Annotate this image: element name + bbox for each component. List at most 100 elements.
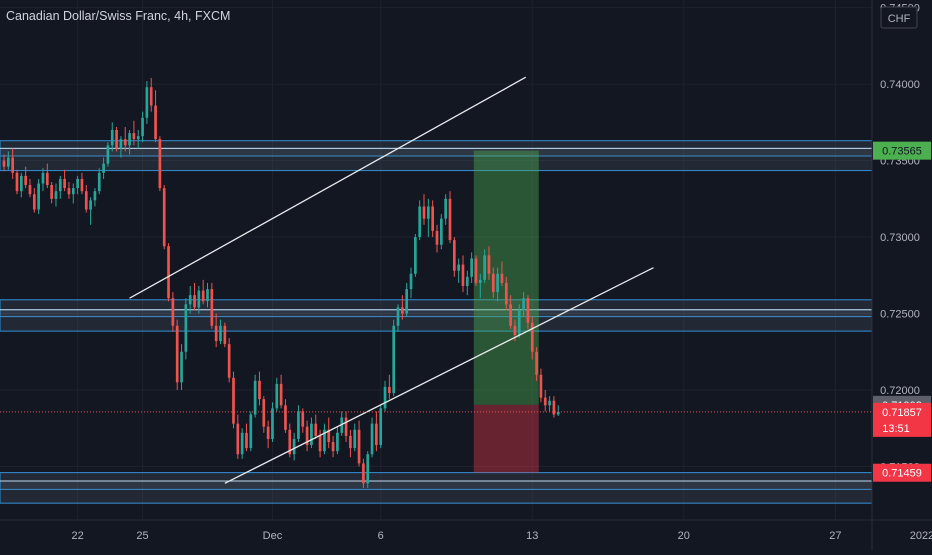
target-price-label: 0.73565: [882, 146, 922, 158]
zone-rectangle: [0, 309, 873, 332]
candle-body-up: [249, 414, 253, 449]
time-axis[interactable]: [0, 520, 872, 550]
candle-body-down: [327, 429, 331, 442]
candle-body-down: [448, 198, 452, 241]
time-tick-label: 6: [378, 530, 384, 542]
zone-rectangle: [0, 480, 873, 504]
stop-price-label: 0.71459: [882, 468, 922, 480]
candle-body-up: [240, 432, 244, 455]
candle-body-up: [58, 178, 62, 192]
candle-body-up: [110, 130, 114, 146]
candle-body-up: [366, 454, 370, 484]
candle-body-up: [275, 383, 279, 409]
current-price-label-bg: [873, 402, 931, 437]
candle-body-down: [431, 206, 435, 231]
candle-body-down: [123, 139, 127, 146]
trendlines[interactable]: [129, 76, 654, 484]
candle-body-up: [483, 255, 486, 280]
chart-title: Canadian Dollar/Swiss Franc, 4h, FXCM: [6, 9, 231, 23]
candle-body-down: [24, 175, 27, 186]
candle-body-up: [93, 191, 97, 201]
candle-body-down: [349, 435, 352, 449]
candle-body-down: [539, 374, 543, 398]
candle-body-down: [266, 426, 270, 439]
candle-body-down: [84, 191, 88, 210]
candle-body-down: [279, 383, 283, 406]
candle-body-down: [193, 295, 196, 308]
candle-body-down: [301, 411, 305, 427]
candle-body-up: [439, 218, 443, 245]
time-tick-label: Dec: [263, 530, 283, 542]
candles: [2, 78, 560, 488]
candle-body-down: [422, 206, 426, 219]
candle-body-down: [461, 264, 465, 286]
candle-body-up: [76, 178, 79, 189]
candle-body-down: [552, 400, 556, 415]
candle-body-up: [119, 139, 123, 149]
time-tick-label: 13: [526, 530, 538, 542]
candle-body-down: [154, 105, 157, 140]
price-tick-label: 0.72500: [880, 309, 920, 321]
time-tick-label: 27: [829, 530, 841, 542]
countdown-label: 13:51: [882, 423, 910, 435]
candle-body-down: [500, 273, 504, 283]
candle-body-up: [478, 279, 482, 283]
candle-body-up: [97, 172, 101, 192]
candle-body-down: [11, 157, 15, 173]
candle-body-up: [188, 295, 192, 305]
support-resistance-zones: [0, 140, 873, 504]
candle-body-down: [284, 405, 287, 430]
candle-body-up: [383, 386, 387, 409]
candle-body-up: [271, 408, 274, 439]
candle-body-down: [452, 240, 456, 271]
candle-body-down: [63, 178, 66, 189]
candle-body-up: [310, 423, 313, 446]
trendline[interactable]: [224, 267, 654, 484]
candle-body-down: [32, 194, 36, 210]
candle-body-down: [45, 172, 49, 186]
candle-body-down: [67, 188, 71, 195]
candle-body-down: [318, 435, 322, 452]
candle-body-down: [530, 322, 534, 352]
candle-body-up: [465, 276, 469, 286]
candle-body-up: [19, 175, 23, 192]
candle-body-up: [297, 411, 300, 439]
candle-body-down: [158, 139, 162, 189]
candle-body-down: [210, 289, 214, 326]
candle-body-down: [513, 325, 517, 335]
candle-body-up: [370, 423, 374, 455]
candle-body-down: [487, 255, 491, 274]
candle-body-down: [504, 282, 508, 305]
currency-label-frame: [880, 6, 918, 29]
candle-body-up: [517, 310, 521, 335]
candle-body-up: [6, 157, 10, 167]
candle-body-up: [102, 163, 105, 173]
candle-body-up: [522, 298, 525, 311]
candle-body-down: [526, 298, 530, 323]
candle-body-down: [491, 273, 495, 293]
candle-body-down: [388, 386, 391, 394]
candle-body-up: [184, 304, 188, 352]
candle-body-down: [362, 463, 365, 484]
plot-area[interactable]: [0, 0, 872, 520]
loss-zone[interactable]: [473, 404, 539, 473]
candle-body-up: [145, 87, 149, 118]
time-axis-ticks: 22 25 Dec 6 13 20 27 2022: [71, 530, 932, 542]
candle-body-down: [535, 351, 538, 375]
candle-body-up: [409, 273, 413, 290]
candle-body-down: [50, 185, 53, 199]
time-tick-label: 25: [136, 530, 148, 542]
price-axis[interactable]: [872, 0, 932, 550]
candle-body-up: [106, 145, 110, 164]
candle-body-down: [115, 130, 118, 149]
candle-body-down: [2, 160, 6, 167]
trendline[interactable]: [129, 76, 527, 299]
time-tick-label: 20: [678, 530, 690, 542]
candle-body-down: [236, 423, 240, 455]
candle-body-up: [136, 136, 140, 140]
candle-body-down: [232, 377, 235, 424]
candle-body-up: [418, 206, 422, 238]
